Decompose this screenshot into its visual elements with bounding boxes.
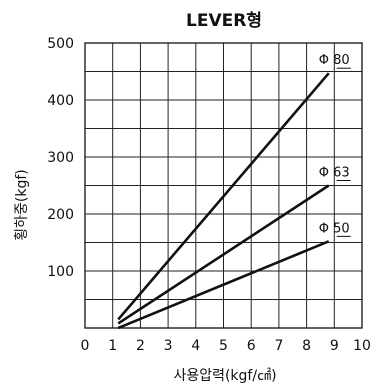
series-line (117, 72, 330, 321)
x-tick-label: 6 (247, 338, 256, 354)
x-tick-label: 3 (164, 338, 173, 354)
y-axis-ticks: 100 200 300 400 500 (47, 36, 74, 280)
y-tick-label: 100 (47, 264, 74, 280)
x-tick-label: 5 (219, 338, 228, 354)
x-tick-label: 1 (108, 338, 117, 354)
series-line (117, 240, 330, 330)
series-lines: Φ 80 Φ 63 Φ 50 (117, 53, 351, 330)
x-axis-label: 사용압력(kgf/㎠) (173, 368, 276, 384)
y-tick-label: 300 (47, 150, 74, 166)
series-line (117, 184, 330, 325)
series-label: Φ 80 (319, 53, 350, 68)
x-tick-label: 0 (81, 338, 90, 354)
x-tick-label: 9 (330, 338, 339, 354)
grid (85, 43, 362, 328)
x-tick-label: 4 (191, 338, 200, 354)
chart-title: LEVER형 (186, 10, 262, 31)
y-axis-label: 횡하중(kgf) (14, 169, 30, 241)
x-tick-label: 8 (302, 338, 311, 354)
x-axis-ticks: 0 1 2 3 4 5 6 7 8 9 10 (81, 338, 371, 354)
y-tick-label: 200 (47, 207, 74, 223)
series-label: Φ 50 (319, 221, 350, 236)
x-tick-label: 2 (136, 338, 145, 354)
series-label: Φ 63 (319, 166, 350, 181)
y-tick-label: 400 (47, 93, 74, 109)
x-tick-label: 10 (353, 338, 371, 354)
plot-frame (84, 42, 363, 329)
y-tick-label: 500 (47, 36, 74, 52)
x-tick-label: 7 (274, 338, 283, 354)
